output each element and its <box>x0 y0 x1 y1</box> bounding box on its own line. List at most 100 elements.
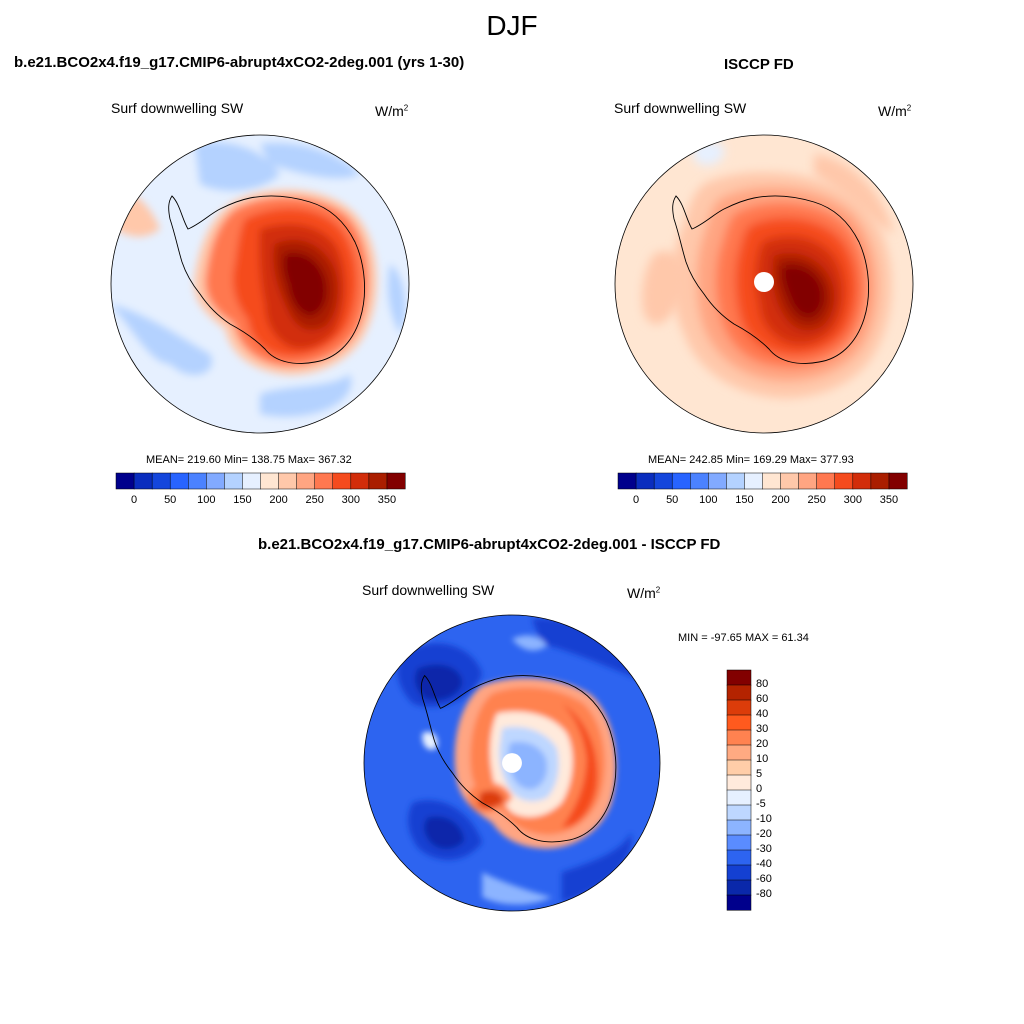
model-colorbar-swatch <box>314 472 334 490</box>
diff-colorbar-tick-label: 5 <box>756 768 763 780</box>
diff-colorbar-swatch <box>726 804 752 821</box>
diff-colorbar-tick-label: 10 <box>756 753 769 765</box>
obs-colorbar-tick-label: 150 <box>735 494 754 506</box>
obs-colorbar-swatch <box>671 472 691 490</box>
diff-colorbar-swatch <box>726 864 752 881</box>
model-colorbar-tick-label: 350 <box>377 494 397 506</box>
diff-polar-map <box>363 614 661 912</box>
diff-colorbar-swatch <box>726 834 752 851</box>
model-colorbar-swatch <box>169 472 189 490</box>
model-colorbar-swatch <box>296 472 316 490</box>
diff-colorbar-tick-label: 40 <box>756 708 769 720</box>
diff-colorbar-swatch <box>726 699 752 716</box>
obs-colorbar-swatch <box>708 472 727 490</box>
model-colorbar-swatch <box>278 472 298 490</box>
model-colorbar-swatch <box>133 472 153 490</box>
obs-colorbar-swatch <box>617 472 637 490</box>
obs-colorbar-swatch <box>798 472 818 490</box>
diff-colorbar <box>726 669 752 911</box>
diff-colorbar-swatch <box>726 819 752 836</box>
model-colorbar-swatch <box>224 472 243 490</box>
obs-colorbar-tick-label: 250 <box>807 494 826 506</box>
model-colorbar-swatch <box>151 472 171 490</box>
obs-colorbar-tick-label: 0 <box>633 494 640 506</box>
model-colorbar-tick-label: 100 <box>197 494 216 506</box>
obs-colorbar-tick-label: 50 <box>666 494 679 506</box>
model-colorbar-swatch <box>350 472 370 490</box>
model-colorbar-swatch <box>260 472 280 490</box>
diff-colorbar-tick-label: 30 <box>756 723 769 735</box>
obs-colorbar-swatch <box>744 472 764 490</box>
model-colorbar-tick-label: 250 <box>305 494 324 506</box>
diff-colorbar-swatch <box>726 729 752 746</box>
model-polar-map <box>110 134 410 434</box>
model-colorbar-swatch <box>368 472 388 490</box>
obs-colorbar-swatch <box>690 472 709 490</box>
obs-colorbar-swatch <box>635 472 655 490</box>
obs-units-label: W/m2 <box>878 103 912 119</box>
diff-colorbar-tick-label: -60 <box>756 873 772 885</box>
model-colorbar-tick-label: 50 <box>164 494 177 506</box>
obs-colorbar-tick-label: 200 <box>771 494 790 506</box>
model-units-label: W/m2 <box>375 103 409 119</box>
model-colorbar-ticks: 0 50 100 150 200 250 300 350 <box>116 494 405 508</box>
diff-colorbar-tick-label: 20 <box>756 738 769 750</box>
model-colorbar-swatch <box>188 472 207 490</box>
model-stats: MEAN= 219.60 Min= 138.75 Max= 367.32 <box>146 454 352 466</box>
obs-colorbar-swatch <box>834 472 854 490</box>
diff-colorbar-swatch <box>726 669 752 686</box>
obs-polar-map <box>614 134 914 434</box>
obs-colorbar-swatch <box>762 472 782 490</box>
obs-panel-title: ISCCP FD <box>724 56 794 73</box>
model-colorbar-swatch <box>115 472 135 490</box>
diff-colorbar-swatch <box>726 714 752 731</box>
obs-colorbar-tick-label: 350 <box>879 494 899 506</box>
model-colorbar-swatch <box>332 472 352 490</box>
model-variable-label: Surf downwelling SW <box>111 100 244 116</box>
diff-colorbar-ticks: 80 60 40 30 20 10 5 0 -5 -10 -20 -30 -40 -60 -80 <box>756 670 796 910</box>
figure-title: DJF <box>486 10 538 41</box>
model-colorbar-tick-label: 200 <box>269 494 288 506</box>
diff-colorbar-swatch <box>726 684 752 701</box>
diff-stats: MIN = -97.65 MAX = 61.34 <box>678 632 809 644</box>
diff-colorbar-swatch <box>726 759 752 776</box>
obs-colorbar-swatch <box>816 472 836 490</box>
model-colorbar-swatch <box>242 472 262 490</box>
obs-stats: MEAN= 242.85 Min= 169.29 Max= 377.93 <box>648 454 854 466</box>
obs-colorbar-swatch <box>870 472 890 490</box>
diff-colorbar-swatch <box>726 879 752 896</box>
model-colorbar-tick-label: 0 <box>131 494 138 506</box>
obs-colorbar-swatch <box>653 472 673 490</box>
diff-colorbar-swatch <box>726 789 752 806</box>
obs-colorbar <box>617 472 908 490</box>
obs-colorbar-swatch <box>726 472 745 490</box>
obs-colorbar-ticks: 0 50 100 150 200 250 300 350 <box>618 494 907 508</box>
diff-colorbar-tick-label: 60 <box>756 693 769 705</box>
diff-panel-title: b.e21.BCO2x4.f19_g17.CMIP6-abrupt4xCO2-2… <box>258 536 721 553</box>
obs-variable-label: Surf downwelling SW <box>614 100 747 116</box>
diff-colorbar-tick-label: -20 <box>756 828 772 840</box>
diff-colorbar-tick-label: 80 <box>756 678 769 690</box>
diff-colorbar-tick-label: -10 <box>756 813 772 825</box>
diff-colorbar-swatch <box>726 849 752 866</box>
obs-colorbar-swatch <box>780 472 800 490</box>
model-colorbar-swatch <box>386 472 406 490</box>
diff-colorbar-swatch <box>726 774 752 791</box>
obs-colorbar-swatch <box>888 472 908 490</box>
diff-variable-label: Surf downwelling SW <box>362 582 495 598</box>
diff-colorbar-swatch <box>726 894 752 911</box>
diff-colorbar-tick-label: -30 <box>756 843 772 855</box>
model-colorbar-swatch <box>206 472 225 490</box>
diff-colorbar-tick-label: -40 <box>756 858 772 870</box>
model-colorbar-tick-label: 150 <box>233 494 252 506</box>
diff-colorbar-tick-label: -5 <box>756 798 766 810</box>
diff-colorbar-tick-label: 0 <box>756 783 763 795</box>
model-colorbar <box>115 472 406 490</box>
diff-units-label: W/m2 <box>627 585 661 601</box>
obs-colorbar-swatch <box>852 472 872 490</box>
obs-colorbar-tick-label: 300 <box>843 494 862 506</box>
obs-colorbar-tick-label: 100 <box>699 494 718 506</box>
model-panel-title: b.e21.BCO2x4.f19_g17.CMIP6-abrupt4xCO2-2… <box>14 54 465 71</box>
diff-colorbar-tick-label: -80 <box>756 888 772 900</box>
model-colorbar-tick-label: 300 <box>341 494 360 506</box>
